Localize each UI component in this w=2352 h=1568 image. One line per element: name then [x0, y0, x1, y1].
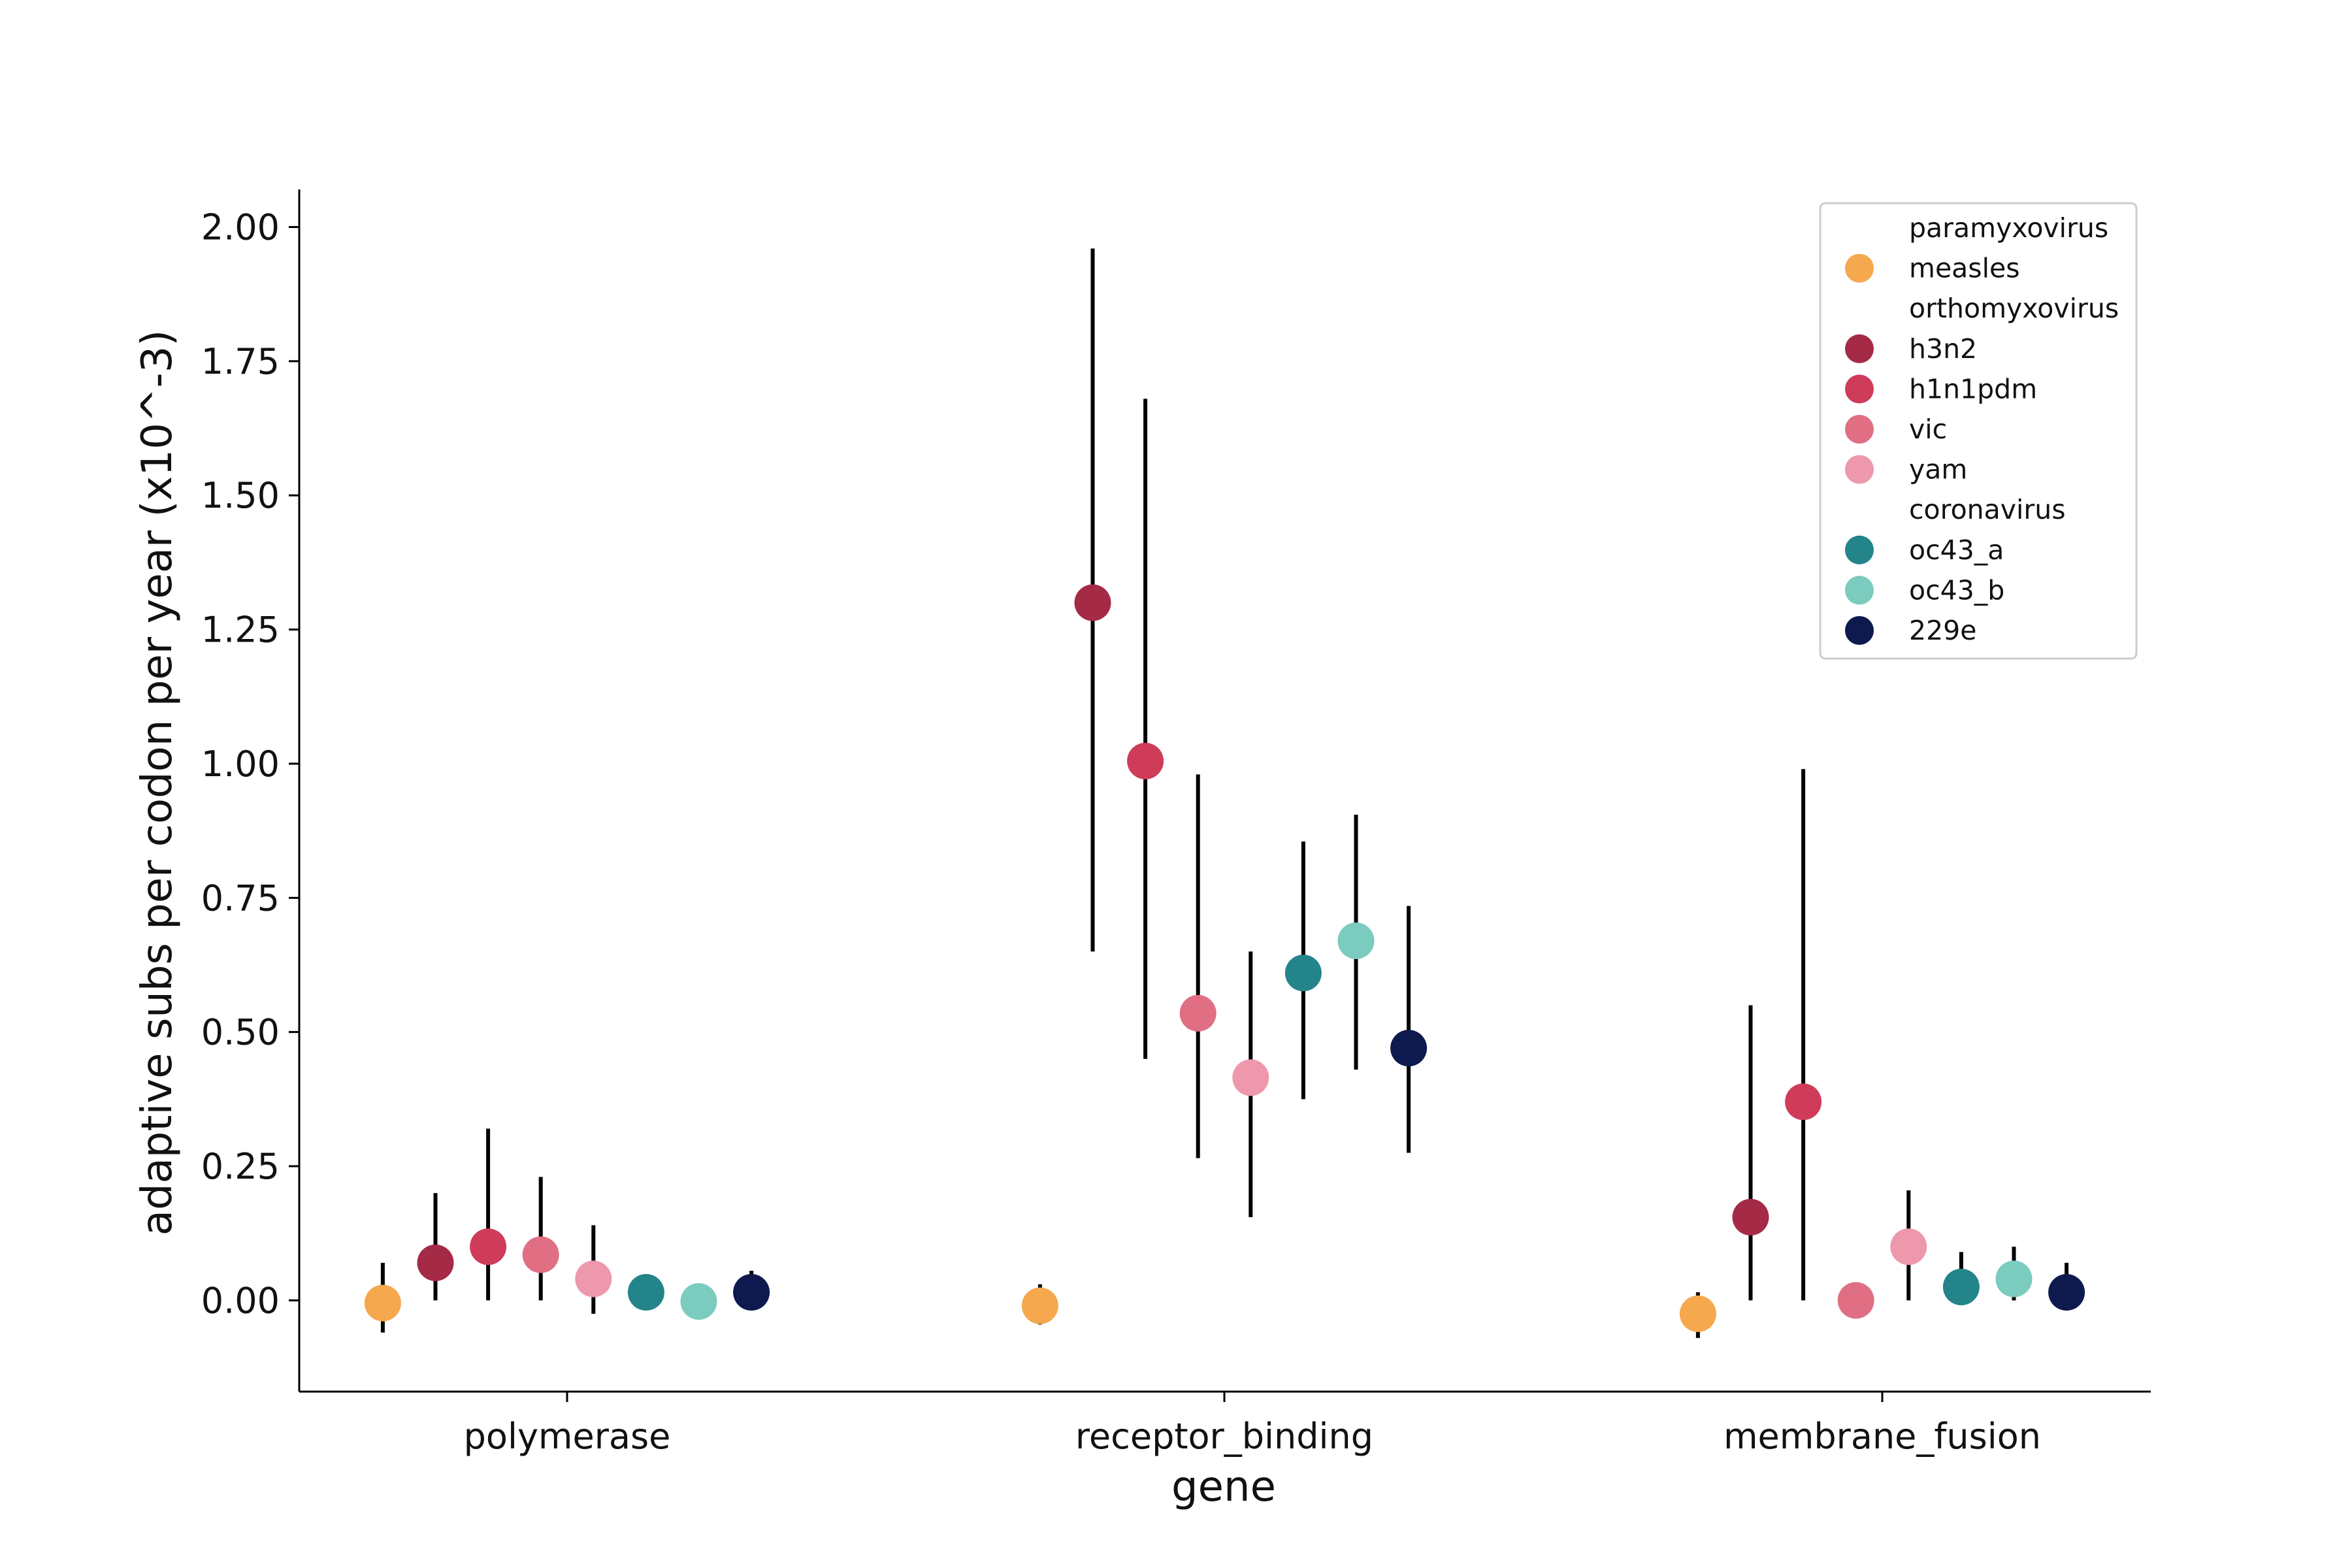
x-axis-label: gene — [1171, 1463, 1276, 1511]
legend-marker-229e — [1845, 616, 1874, 645]
point-measles-polymerase — [364, 1284, 401, 1322]
point-229e-membrane_fusion — [2048, 1274, 2085, 1311]
y-tick-label: 1.75 — [201, 341, 280, 382]
point-oc43_a-receptor_binding — [1284, 955, 1322, 992]
legend-label-measles: measles — [1909, 253, 2020, 284]
error-bars — [380, 248, 2069, 1338]
point-oc43_a-polymerase — [627, 1274, 664, 1311]
point-h3n2-receptor_binding — [1074, 584, 1111, 621]
legend-label-229e: 229e — [1909, 615, 1976, 646]
point-oc43_b-membrane_fusion — [1995, 1260, 2033, 1298]
y-axis-label: adaptive subs per codon per year (x10^-3… — [133, 330, 182, 1236]
legend-label-h3n2: h3n2 — [1909, 333, 1977, 365]
x-tick-label: membrane_fusion — [1723, 1416, 2041, 1457]
point-yam-polymerase — [575, 1260, 612, 1298]
legend-marker-h1n1pdm — [1845, 374, 1874, 404]
legend-marker-vic — [1845, 415, 1874, 444]
y-tick-label: 0.25 — [201, 1146, 280, 1187]
point-h3n2-polymerase — [417, 1244, 454, 1281]
point-vic-receptor_binding — [1179, 994, 1217, 1032]
point-229e-receptor_binding — [1390, 1030, 1428, 1067]
point-oc43_b-receptor_binding — [1337, 923, 1375, 959]
y-tick-label: 1.50 — [201, 475, 280, 516]
x-tick-label: receptor_binding — [1075, 1416, 1373, 1457]
point-h1n1pdm-polymerase — [470, 1228, 507, 1266]
legend-box — [1819, 202, 2138, 660]
legend-group-title: paramyxovirus — [1909, 212, 2108, 244]
x-tick-label: polymerase — [464, 1416, 671, 1457]
legend-label-oc43_b: oc43_b — [1909, 574, 2004, 606]
legend-marker-measles — [1845, 253, 1874, 283]
legend-label-yam: yam — [1909, 454, 1967, 485]
point-measles-membrane_fusion — [1679, 1295, 1716, 1332]
legend-group-title: orthomyxovirus — [1909, 293, 2119, 324]
legend-label-oc43_a: oc43_a — [1909, 534, 2004, 566]
legend-marker-yam — [1845, 455, 1874, 484]
point-oc43_a-membrane_fusion — [1942, 1268, 1980, 1305]
x-axis-ticks: polymerase receptor_binding membrane_fusio… — [464, 1392, 2041, 1457]
legend-marker-oc43_b — [1845, 576, 1874, 605]
legend-group-title: coronavirus — [1909, 494, 2066, 525]
point-yam-membrane_fusion — [1890, 1228, 1927, 1266]
point-vic-membrane_fusion — [1837, 1282, 1874, 1319]
point-vic-polymerase — [522, 1236, 559, 1273]
point-yam-receptor_binding — [1232, 1059, 1269, 1096]
point-h1n1pdm-membrane_fusion — [1785, 1083, 1822, 1120]
y-tick-label: 0.00 — [201, 1280, 280, 1321]
y-axis-ticks: 0.00 0.25 0.50 0.75 1.00 1.25 1.50 1.75 2.00 — [201, 207, 299, 1321]
data-points — [364, 584, 2085, 1332]
y-tick-label: 0.50 — [201, 1012, 280, 1053]
legend: paramyxovirus measles orthomyxovirus h3n2 h1… — [1819, 202, 2138, 660]
y-tick-label: 1.25 — [201, 610, 280, 651]
legend-label-h1n1pdm: h1n1pdm — [1909, 373, 2037, 404]
point-h3n2-membrane_fusion — [1732, 1199, 1769, 1236]
y-tick-label: 0.75 — [201, 877, 280, 919]
legend-label-vic: vic — [1909, 414, 1947, 445]
legend-marker-h3n2 — [1845, 334, 1874, 363]
y-tick-label: 1.00 — [201, 743, 280, 785]
y-tick-label: 2.00 — [201, 207, 280, 248]
point-oc43_b-polymerase — [680, 1283, 717, 1320]
point-h1n1pdm-receptor_binding — [1127, 742, 1164, 779]
point-229e-polymerase — [733, 1274, 770, 1311]
legend-marker-oc43_a — [1845, 535, 1874, 564]
point-measles-receptor_binding — [1021, 1287, 1058, 1324]
